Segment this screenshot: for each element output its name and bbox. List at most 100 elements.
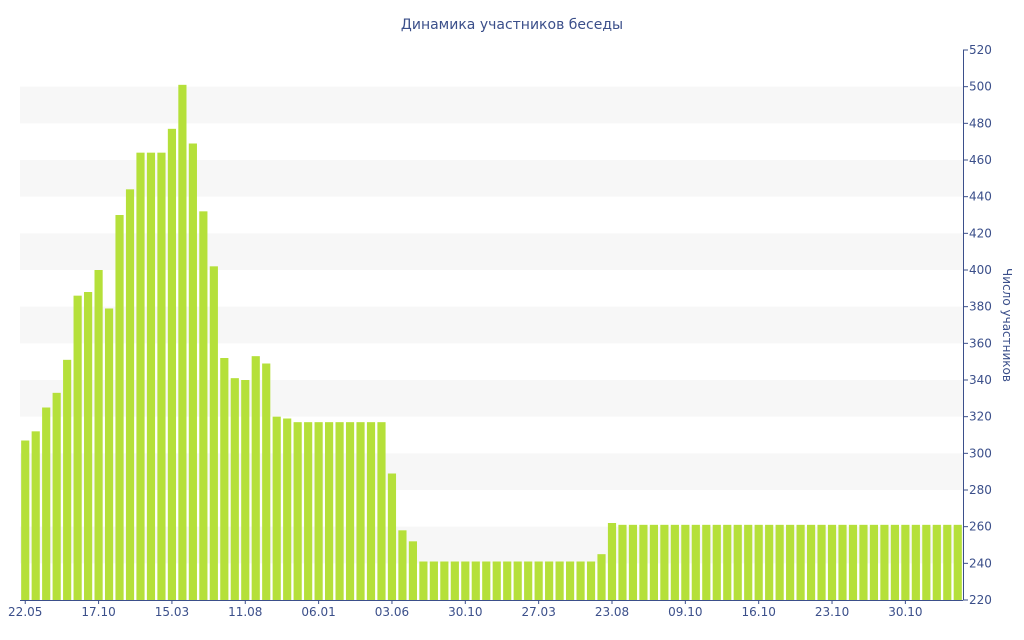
bar bbox=[272, 416, 281, 600]
bar bbox=[461, 561, 470, 600]
bar bbox=[314, 422, 323, 600]
bar bbox=[848, 524, 858, 600]
bar bbox=[586, 561, 596, 600]
bar bbox=[178, 84, 187, 601]
bar bbox=[262, 363, 271, 600]
bar bbox=[251, 356, 260, 600]
bar bbox=[31, 431, 40, 600]
x-tick-label: 11.08 bbox=[228, 605, 262, 619]
bar bbox=[723, 524, 732, 600]
bar bbox=[209, 266, 218, 600]
bar bbox=[345, 422, 355, 600]
bar bbox=[890, 524, 899, 600]
bar bbox=[806, 524, 816, 600]
y-tick-label: 400 bbox=[969, 263, 992, 277]
y-tick-label: 460 bbox=[969, 153, 992, 167]
bar bbox=[450, 561, 459, 600]
grid-band bbox=[20, 526, 963, 564]
bar bbox=[304, 422, 313, 600]
bar bbox=[325, 422, 334, 600]
y-tick-label: 260 bbox=[969, 520, 992, 534]
x-tick-label: 16.10 bbox=[742, 605, 776, 619]
bar bbox=[786, 524, 795, 600]
x-tick-label: 22.05 bbox=[8, 605, 42, 619]
bar bbox=[293, 422, 302, 600]
bar bbox=[827, 524, 837, 600]
bar bbox=[387, 473, 397, 600]
y-tick-label: 280 bbox=[969, 483, 992, 497]
bar bbox=[503, 561, 512, 600]
bar bbox=[859, 524, 868, 600]
bar bbox=[471, 561, 480, 600]
y-tick-label: 420 bbox=[969, 226, 992, 240]
bar bbox=[922, 524, 931, 600]
bar bbox=[492, 561, 501, 600]
bar bbox=[220, 358, 229, 600]
grid-band bbox=[20, 380, 963, 417]
bar bbox=[901, 524, 910, 600]
bar bbox=[84, 292, 93, 600]
bar bbox=[419, 561, 428, 600]
y-tick-label: 520 bbox=[969, 43, 992, 57]
grid-bands bbox=[20, 86, 963, 564]
bar bbox=[63, 359, 72, 600]
bar bbox=[702, 524, 711, 600]
x-tick-label: 30.10 bbox=[888, 605, 922, 619]
bar bbox=[649, 524, 658, 600]
bar bbox=[943, 524, 952, 600]
bar bbox=[230, 378, 239, 600]
y-tick-label: 480 bbox=[969, 116, 992, 130]
bar bbox=[660, 524, 669, 600]
bar bbox=[94, 270, 103, 600]
bar bbox=[953, 524, 962, 600]
bar bbox=[356, 422, 365, 600]
bar bbox=[524, 561, 533, 600]
bar bbox=[712, 524, 721, 600]
bar bbox=[408, 541, 418, 600]
bar bbox=[104, 308, 114, 600]
y-axis-label: Число участников bbox=[1000, 268, 1014, 382]
x-tick-label: 27.03 bbox=[521, 605, 555, 619]
x-tick-label: 23.10 bbox=[815, 605, 849, 619]
bar bbox=[125, 189, 135, 601]
x-tick-label: 03.06 bbox=[375, 605, 409, 619]
bar bbox=[639, 524, 648, 600]
y-tick-label: 440 bbox=[969, 190, 992, 204]
y-tick-label: 300 bbox=[969, 446, 992, 460]
bar bbox=[670, 524, 679, 600]
x-tick-label: 23.08 bbox=[595, 605, 629, 619]
bar bbox=[838, 524, 847, 600]
x-tick-label: 17.10 bbox=[81, 605, 115, 619]
y-tick-label: 340 bbox=[969, 373, 992, 387]
bar bbox=[157, 152, 166, 600]
bar bbox=[398, 530, 407, 600]
y-tick-label: 380 bbox=[969, 300, 992, 314]
bar bbox=[513, 561, 522, 600]
bar bbox=[765, 524, 774, 600]
grid-band bbox=[20, 86, 963, 124]
bar bbox=[366, 422, 376, 600]
bar bbox=[440, 561, 449, 600]
bar bbox=[188, 143, 197, 600]
y-tick-label: 360 bbox=[969, 336, 992, 350]
bar bbox=[911, 524, 920, 600]
bar bbox=[545, 561, 554, 600]
x-axis-ticks: 22.05 17.10 15.03 11.08 06.01 03.06 30.10 27.03… bbox=[8, 600, 923, 619]
y-axis-ticks: 220 240 260 280 300 320 340 360 380 400 420 440 460 4… bbox=[963, 43, 992, 607]
bar bbox=[733, 524, 742, 600]
bar bbox=[869, 524, 879, 600]
y-tick-label: 240 bbox=[969, 556, 992, 570]
bar bbox=[42, 407, 51, 600]
chart-title: Динамика участников беседы bbox=[401, 17, 623, 33]
bar bbox=[335, 422, 344, 600]
bar bbox=[199, 211, 208, 601]
bar bbox=[618, 524, 627, 600]
bar bbox=[691, 524, 700, 600]
bar bbox=[21, 440, 30, 600]
bar bbox=[597, 554, 606, 600]
bar bbox=[565, 561, 575, 600]
bar bbox=[880, 524, 889, 600]
bar bbox=[681, 524, 690, 600]
x-tick-label: 30.10 bbox=[448, 605, 482, 619]
